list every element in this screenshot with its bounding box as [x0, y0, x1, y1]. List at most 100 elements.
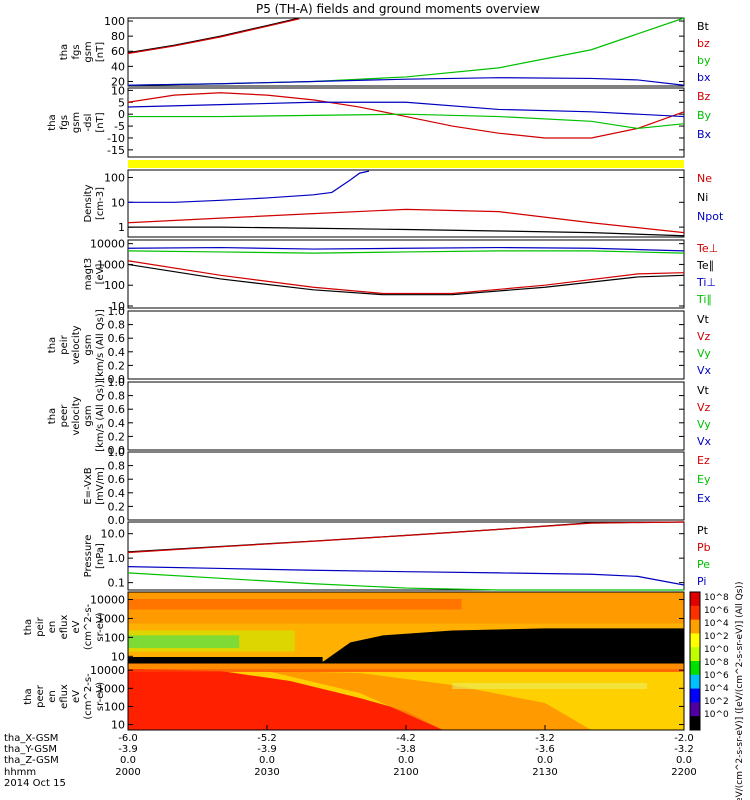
ylabel-line: tha	[47, 408, 58, 424]
colorbar-segment	[690, 633, 700, 648]
panel-frame-temperature	[127, 239, 685, 309]
series-Pe	[127, 572, 684, 591]
ylabel-line: tha	[47, 114, 58, 130]
series-Npot	[128, 170, 370, 203]
ytick-label: 0.1	[108, 577, 126, 590]
xtick-label: -2.0	[674, 733, 694, 744]
legend-entry: Npot	[697, 210, 724, 223]
ytick-label: 1.0	[108, 305, 126, 318]
xtick-label: 0.0	[259, 755, 275, 766]
legend-entry: Vt	[697, 313, 710, 326]
colorbar-tick-label: 10^0	[704, 645, 729, 655]
ytick-label: 0.6	[108, 473, 126, 486]
ylabel-line: tha	[23, 619, 34, 635]
ytick-label: 1.0	[108, 376, 126, 389]
ion-low-energy-floor	[128, 657, 323, 662]
chart-title: P5 (TH-A) fields and ground moments over…	[256, 2, 540, 16]
xtick-label: 0.0	[120, 755, 136, 766]
xaxis-row-label: tha_Z-GSM	[4, 755, 59, 766]
colorbar-segment	[690, 716, 700, 731]
colorbar-segment	[690, 674, 700, 690]
colorbar-tick-label: 10^2	[704, 632, 729, 642]
ylabel-line: tha	[59, 44, 70, 60]
series-Pi	[127, 566, 685, 586]
ylabel-line: peer	[59, 404, 70, 428]
ylabel-line: eV	[71, 620, 82, 633]
ytick-label: 0.0	[108, 444, 126, 457]
legend-entry: Ex	[697, 492, 711, 505]
xtick-label: -5.2	[257, 733, 277, 744]
panel-frame-peir_velocity	[127, 310, 685, 380]
xtick-label: -3.9	[257, 744, 277, 755]
ylabel-line: eflux	[59, 615, 70, 640]
xtick-label: 0.0	[676, 755, 692, 766]
ytick-label: -5	[114, 120, 125, 133]
ylabel-line: tha	[23, 688, 34, 704]
legend-entry: Ti∥	[696, 293, 712, 306]
xtick-label: 0.0	[537, 755, 553, 766]
legend-entry: by	[697, 54, 711, 67]
xtick-label: -6.0	[118, 733, 138, 744]
panel-frame-pressure	[127, 521, 685, 591]
ylabel-line: Pressure	[83, 535, 94, 578]
electron-high-band	[128, 669, 684, 672]
series-Ne	[127, 208, 685, 234]
legend-entry: Bt	[697, 20, 710, 33]
xtick-label: -3.8	[396, 744, 416, 755]
colorbar-tick-label: 10^6	[704, 671, 729, 681]
ylabel-line: velocity	[71, 325, 82, 364]
ytick-label: 0.8	[108, 319, 126, 332]
ytick-label: 1000	[97, 682, 125, 695]
legend-entry: Pt	[697, 524, 709, 537]
xtick-label: -3.2	[535, 733, 555, 744]
ylabel-line: [eV]	[95, 264, 106, 285]
ylabel-line: -dsl	[83, 114, 94, 132]
series-Te⊥	[127, 260, 685, 295]
ytick-label: 10	[111, 719, 125, 732]
xtick-label: 2030	[254, 767, 279, 778]
ylabel-line: peer	[35, 684, 46, 708]
legend-entry: Te∥	[696, 259, 714, 272]
ylabel-line: [cm-3]	[95, 187, 106, 220]
colorbar-tick-label: 10^4	[704, 684, 729, 694]
legend-entry: Ni	[697, 191, 708, 204]
ytick-label: 10	[111, 84, 125, 97]
ytick-label: 10	[111, 300, 125, 313]
ylabel-line: (cm^2-s-	[83, 603, 94, 650]
ytick-label: 0.6	[108, 332, 126, 345]
series-Bx	[127, 101, 685, 118]
legend-entry: Pe	[697, 558, 710, 571]
xaxis-row-label: tha_Y-GSM	[4, 744, 57, 755]
series-Pb	[127, 521, 685, 554]
colorbar-segment	[690, 688, 700, 703]
ytick-label: 100	[104, 700, 125, 713]
ytick-label: 0.8	[108, 390, 126, 403]
ylabel-line: [nT]	[95, 42, 106, 62]
series-Ti⊥	[127, 246, 685, 252]
legend-entry: Pi	[697, 575, 706, 588]
ylabel-line: tha	[47, 337, 58, 353]
flag-bar	[128, 160, 684, 168]
ytick-label: 100	[104, 631, 125, 644]
electron-pale-band	[452, 683, 647, 689]
ytick-label: 0.4	[108, 346, 126, 359]
colorbar-tick-label: 10^8	[704, 658, 729, 668]
colorbar-tick-label: 10^2	[704, 697, 729, 707]
xtick-label: 0.0	[398, 755, 414, 766]
ytick-label: 80	[111, 30, 125, 43]
legend-entry: bx	[697, 71, 711, 84]
ytick-label: 20	[111, 75, 125, 88]
panel-frame-fgs_gsm_top	[127, 17, 685, 87]
ylabel-line: gsm	[83, 41, 94, 62]
ytick-label: -10	[107, 132, 125, 145]
legend-entry: Bx	[697, 128, 712, 141]
ylabel-line: eflux	[59, 684, 70, 709]
ytick-label: 1.0	[108, 552, 126, 565]
xtick-label: 2200	[671, 767, 696, 778]
ytick-label: 40	[111, 60, 125, 73]
series-Ni	[128, 226, 685, 237]
series-bx	[127, 77, 685, 86]
legend-entry: Ez	[697, 454, 710, 467]
series-Te∥	[127, 263, 685, 296]
legend-entry: Te⊥	[696, 242, 718, 255]
